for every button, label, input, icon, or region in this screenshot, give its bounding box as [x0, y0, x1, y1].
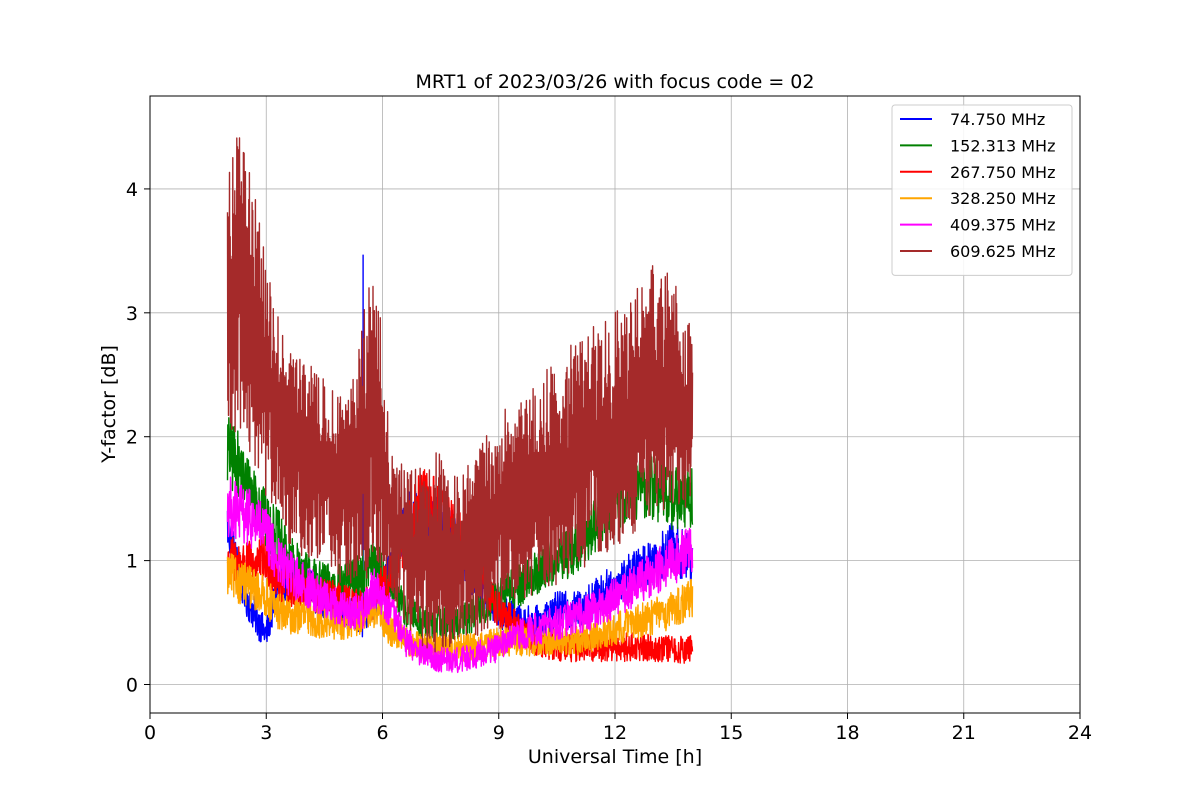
y-tick-label: 1: [126, 551, 138, 573]
legend-label: 409.375 MHz: [950, 216, 1055, 235]
x-axis-label: Universal Time [h]: [528, 746, 702, 768]
y-tick-label: 3: [126, 303, 138, 325]
x-tick-label: 3: [260, 722, 272, 744]
x-tick-label: 21: [952, 722, 976, 744]
legend-box: [891, 104, 1073, 276]
x-tick-label: 18: [835, 722, 859, 744]
series-line-3: [226, 553, 694, 662]
series-line-5: [226, 137, 694, 653]
x-tick-label: 6: [376, 722, 388, 744]
x-tick-label: 9: [493, 722, 505, 744]
y-axis-label: Y-factor [dB]: [98, 345, 120, 464]
legend-label: 267.750 MHz: [950, 163, 1055, 182]
y-tick-label: 0: [126, 675, 138, 697]
x-tick-label: 12: [603, 722, 627, 744]
series-layer: [226, 137, 694, 674]
y-tick-label: 2: [126, 427, 138, 449]
legend-label: 74.750 MHz: [950, 110, 1045, 129]
legend: 74.750 MHz 152.313 MHz 267.750 MHz 328.250 …: [891, 104, 1073, 276]
series-line-4: [226, 476, 694, 674]
chart-title: MRT1 of 2023/03/26 with focus code = 02: [416, 71, 815, 93]
y-tick-label: 4: [126, 179, 138, 201]
x-tick-label: 0: [144, 722, 156, 744]
legend-label: 152.313 MHz: [950, 136, 1055, 155]
legend-label: 609.625 MHz: [950, 242, 1055, 261]
x-tick-label: 24: [1068, 722, 1092, 744]
x-tick-label: 15: [719, 722, 743, 744]
legend-label: 328.250 MHz: [950, 189, 1055, 208]
